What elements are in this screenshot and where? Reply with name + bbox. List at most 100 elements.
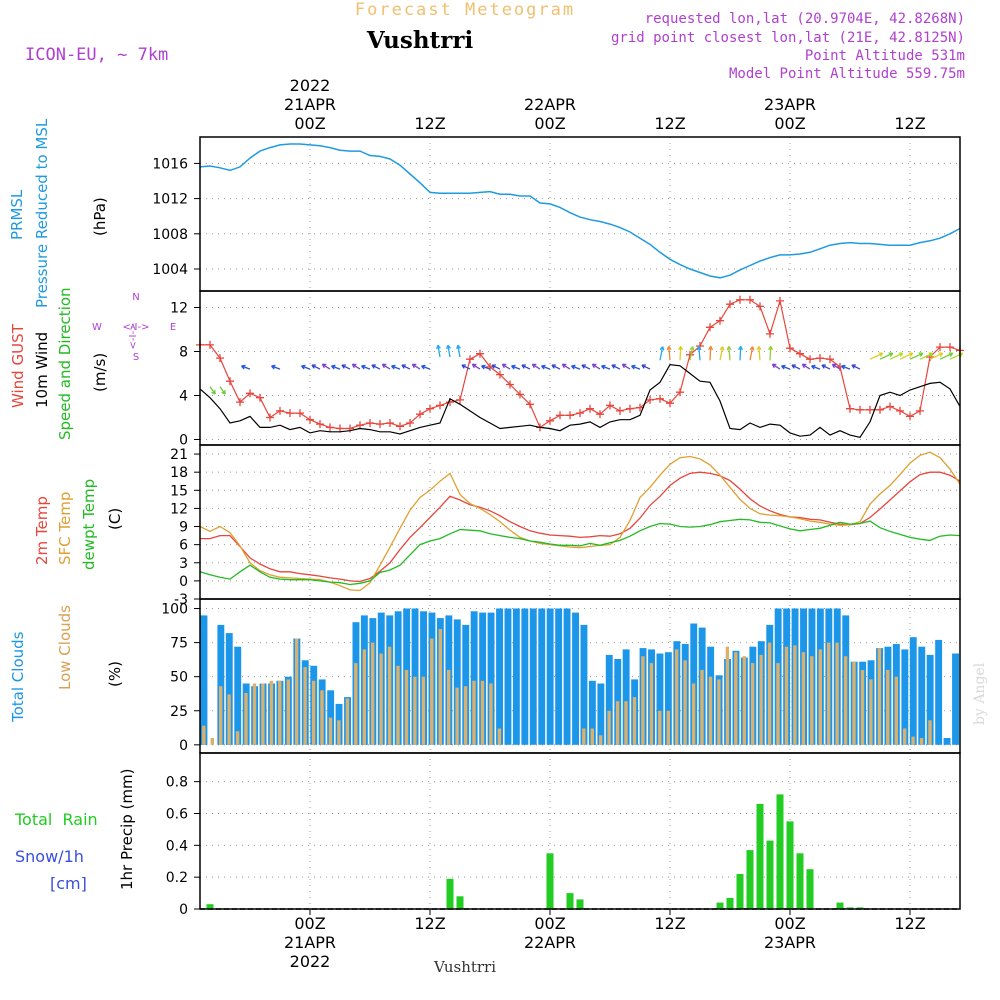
low-cloud-bar (599, 735, 603, 745)
low-cloud-bar (295, 638, 299, 745)
wind-arrowhead (561, 363, 567, 369)
wind-arrowhead (391, 364, 396, 370)
low-cloud-bar (903, 728, 907, 745)
wind-arrowhead (311, 364, 316, 369)
wind-arrow (802, 363, 811, 370)
wind-arrow (491, 364, 501, 370)
requested-coords: requested lon,lat (20.9704E, 42.8268N) (645, 11, 965, 27)
wind-arrowhead (446, 344, 451, 350)
y-tick-label: 4 (179, 389, 188, 405)
y-tick-label: 1016 (152, 156, 188, 172)
compass-w: W (92, 322, 102, 333)
wind-arrowhead (631, 364, 636, 370)
wind-arrow (322, 363, 331, 370)
rain-label: Total Rain (14, 810, 98, 829)
low-cloud-bar (362, 649, 366, 745)
top-time-label: 2022 (290, 76, 331, 95)
gust-marker (946, 343, 954, 352)
wind-arrowhead (749, 346, 755, 351)
gust-marker (386, 419, 394, 427)
low-cloud-bar (691, 683, 696, 745)
wind-arrow (221, 368, 230, 369)
top-time-label: 12Z (414, 114, 445, 133)
gust-marker (366, 419, 374, 427)
rain-bar (846, 907, 854, 909)
pressure-desc-label: Pressure Reduced to MSL (33, 118, 51, 308)
gust-marker (376, 420, 384, 429)
wind-arrow (361, 365, 371, 370)
wind-labels: Wind GUST 10m Wind Speed and Direction (… (9, 287, 176, 440)
y-tick-label: 0 (179, 574, 188, 590)
low-cloud-bar (311, 680, 316, 745)
wind-arrow (581, 364, 591, 370)
wind-arrowhead (689, 346, 695, 351)
low-cloud-bar (404, 669, 409, 745)
dew-label: dewpt Temp (80, 479, 98, 570)
gust-marker (326, 423, 334, 432)
low-cloud-bar (219, 686, 223, 745)
low-cloud-bar (371, 642, 375, 745)
low-cloud-bar (252, 683, 257, 745)
gust-marker (356, 421, 364, 430)
gridpoint-coords: grid point closest lon,lat (21E, 42.8125… (611, 30, 965, 46)
low-cloud-bar (489, 683, 493, 745)
low-cloud-bar (345, 698, 350, 745)
rain-bar (756, 803, 764, 909)
gust-marker (616, 406, 624, 415)
gust-marker (816, 354, 824, 363)
wind-arrowhead (811, 364, 816, 370)
low-cloud-bar (835, 642, 839, 745)
gust-marker (216, 354, 224, 363)
wind-arrow (291, 367, 300, 369)
bottom-time-label: 00Z (534, 914, 565, 933)
wind-arrow (889, 352, 903, 360)
wind-arrow (511, 365, 521, 370)
wind-arrow (551, 364, 561, 370)
y-tick-label: 0.8 (166, 775, 188, 791)
wind-arrowhead (281, 366, 285, 370)
gust-marker (796, 349, 804, 358)
bottom-time-label: 12Z (894, 914, 925, 933)
wind-arrowhead (571, 364, 576, 370)
bottom-time-label: 12Z (654, 914, 685, 933)
wind-arrow (821, 364, 831, 370)
wind-arrow (447, 345, 451, 358)
wind-arrowhead (456, 344, 461, 350)
gust-marker (266, 413, 274, 422)
gust-marker (846, 404, 854, 413)
low-cloud-bar (886, 669, 890, 745)
wind-arrowhead (696, 345, 702, 351)
low-cloud-bar (590, 728, 594, 745)
y-tick-label: 25 (170, 704, 188, 720)
low-cloud-bar (776, 663, 780, 745)
gust-marker (396, 422, 404, 431)
gust-marker (766, 329, 774, 338)
wind-arrow (532, 363, 541, 370)
gust-marker (736, 295, 744, 304)
compass-horizontal: <-I-> (123, 322, 150, 333)
y-tick-label: 18 (170, 465, 188, 481)
wind-arrow (641, 364, 651, 370)
wind-arrowhead (541, 364, 546, 370)
low-cloud-bar (632, 697, 637, 745)
wind-arrowhead (271, 364, 276, 370)
wind-arrow (909, 352, 923, 360)
gust-marker (876, 405, 884, 414)
snow-label: Snow/1h (15, 847, 84, 866)
prmsl-label: PRMSL (8, 189, 26, 240)
wind-unit-label: (m/s) (91, 353, 109, 392)
total-cloud-bar (597, 683, 605, 745)
wind-arrow (769, 346, 772, 361)
low-cloud-bar (463, 686, 468, 745)
rain-bar (856, 907, 864, 909)
low-cloud-bar (337, 720, 341, 745)
bottom-time-label: 12Z (414, 914, 445, 933)
wind-arrowhead (411, 363, 417, 369)
low-cloud-bar (725, 646, 730, 745)
wind-arrowhead (421, 364, 426, 370)
wind-arrowhead (611, 364, 616, 369)
total-cloud-bar (555, 608, 563, 745)
gust-marker (316, 420, 324, 429)
gust-marker (406, 419, 414, 427)
